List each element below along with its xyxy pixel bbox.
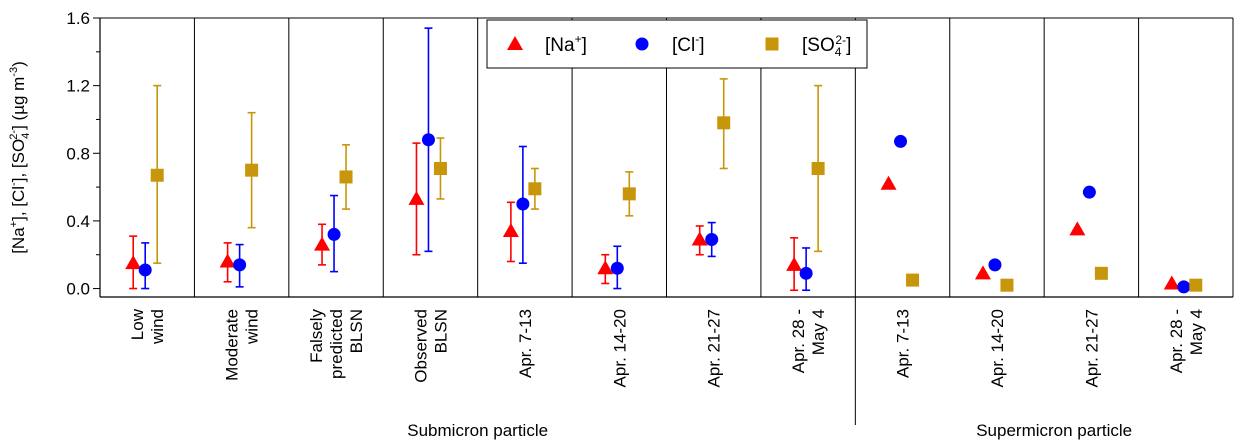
triangle-marker <box>974 265 991 280</box>
circle-marker <box>327 227 341 241</box>
y-tick-label: 1.2 <box>66 77 90 96</box>
legend: [Na+] [Cl-] [SO42-] <box>486 19 868 69</box>
category-label: wind <box>243 309 262 345</box>
error-bars <box>129 27 823 292</box>
circle-marker <box>233 258 247 272</box>
category-label: May 4 <box>809 309 828 355</box>
category-label: BLSN <box>347 309 366 353</box>
triangle-marker <box>691 231 708 246</box>
y-axis-title-part: - <box>8 182 20 186</box>
square-marker <box>622 187 636 201</box>
category-label: Apr. 28 - <box>1167 309 1186 373</box>
category-label: BLSN <box>431 309 450 353</box>
square-marker <box>245 163 259 177</box>
y-axis-title-part: ] (µg m <box>9 77 28 130</box>
y-axis-title-part: 2- <box>8 130 20 140</box>
legend-entry-label: [Na+] <box>545 32 587 56</box>
y-axis-title-part: -3 <box>8 67 20 77</box>
y-tick-label: 0.0 <box>66 280 90 299</box>
category-label: Apr. 7-13 <box>516 309 535 378</box>
category-label: May 4 <box>1187 309 1206 355</box>
y-axis-title-part: [Na <box>9 227 28 254</box>
y-axis-title-part: 4 <box>20 133 32 139</box>
y-tick-label: 0.4 <box>66 212 90 231</box>
legend-box <box>486 19 868 69</box>
data-markers <box>125 116 1203 294</box>
circle-marker <box>1177 280 1191 294</box>
category-label: wind <box>148 309 167 345</box>
category-label: Low <box>128 308 147 340</box>
axes <box>99 17 1234 298</box>
category-label: Observed <box>411 309 430 383</box>
legend-entry-label: [SO42-] <box>802 33 851 59</box>
triangle-marker <box>1163 275 1180 290</box>
y-axis-title-part: + <box>8 221 20 227</box>
circle-marker <box>138 263 152 277</box>
triangle-marker <box>125 255 142 270</box>
square-marker <box>1189 278 1203 292</box>
circle-marker <box>988 258 1002 272</box>
group-label-supermicron: Supermicron particle <box>976 421 1132 440</box>
y-axis-title: [Na+], [Cl-], [SO42-] (µg m-3) <box>8 61 32 254</box>
square-marker <box>339 170 353 184</box>
legend-square-marker <box>765 37 779 51</box>
circle-marker <box>799 266 813 280</box>
triangle-marker <box>880 175 897 190</box>
y-axis-ticks: 0.0 0.4 0.8 1.2 1.6 <box>66 9 100 299</box>
square-marker <box>717 116 731 130</box>
circle-marker <box>894 134 908 148</box>
triangle-marker <box>314 236 331 251</box>
category-label: Apr. 14-20 <box>610 309 629 387</box>
category-labels: Low wind Moderate wind Falsely predicted BLSN O… <box>128 308 1206 387</box>
category-label: Apr. 21-27 <box>1082 309 1101 387</box>
square-marker <box>433 161 447 175</box>
triangle-marker <box>786 256 803 271</box>
legend-entry-label: [Cl-] <box>672 32 705 56</box>
category-label: Moderate <box>223 309 242 381</box>
circle-marker <box>610 261 624 275</box>
square-marker <box>150 168 164 182</box>
y-tick-label: 1.6 <box>66 9 90 28</box>
legend-triangle-marker <box>507 36 523 50</box>
group-label-submicron: Submicron particle <box>407 421 548 440</box>
square-marker <box>528 182 542 196</box>
y-axis-title-text: [Na+], [Cl-], [SO42-] (µg m-3) <box>8 61 32 254</box>
category-label: predicted <box>327 309 346 379</box>
circle-marker <box>705 233 719 247</box>
circle-marker <box>516 197 530 211</box>
y-axis-title-part: ], [Cl <box>9 186 28 221</box>
triangle-marker <box>502 223 519 238</box>
category-label: Apr. 14-20 <box>988 309 1007 387</box>
legend-circle-marker <box>635 37 649 51</box>
square-marker <box>811 161 825 175</box>
y-tick-label: 0.8 <box>66 144 90 163</box>
category-label: Apr. 21-27 <box>705 309 724 387</box>
group-labels: Submicron particle Supermicron particle <box>407 421 1132 440</box>
y-axis-title-part: ) <box>9 61 28 67</box>
square-marker <box>1000 278 1014 292</box>
category-label: Falsely <box>307 309 326 363</box>
y-axis-title-part: ], [SO <box>9 139 28 182</box>
triangle-marker <box>597 260 614 275</box>
category-label: Apr. 28 - <box>789 309 808 373</box>
square-marker <box>1094 266 1108 280</box>
triangle-marker <box>219 253 236 268</box>
category-label: Apr. 7-13 <box>894 309 913 378</box>
circle-marker <box>1082 185 1096 199</box>
triangle-marker <box>408 190 425 205</box>
square-marker <box>906 273 920 287</box>
circle-marker <box>421 133 435 147</box>
triangle-marker <box>1069 221 1086 236</box>
